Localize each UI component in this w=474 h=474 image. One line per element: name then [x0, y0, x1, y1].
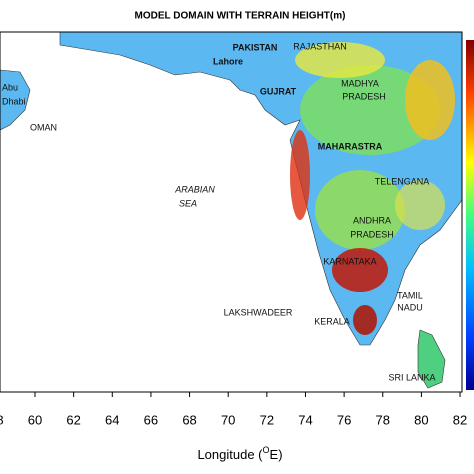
- x-tick-label: 82: [453, 412, 467, 427]
- sri-lanka: [417, 329, 446, 389]
- place-label: PRADESH: [342, 91, 386, 101]
- place-label: TAMIL: [397, 290, 423, 300]
- map-frame: [0, 31, 463, 393]
- x-tick-label: 78: [376, 412, 390, 427]
- place-label: OMAN: [30, 122, 57, 132]
- map-title: MODEL DOMAIN WITH TERRAIN HEIGHT(m): [135, 11, 346, 22]
- x-tick-label: 66: [144, 412, 158, 427]
- terrain-red: [290, 130, 310, 220]
- place-label: MAHARASTRA: [318, 141, 383, 151]
- terrain-green: [300, 65, 440, 155]
- x-tick-label: 76: [337, 412, 351, 427]
- place-label: ARABIAN: [174, 184, 215, 194]
- place-label: TELENGANA: [375, 176, 430, 186]
- terrain-yellow: [405, 60, 455, 140]
- x-tick-label: 72: [260, 412, 274, 427]
- x-tick-label: 68: [182, 412, 196, 427]
- x-tick-label: 64: [105, 412, 119, 427]
- label-end: E): [270, 447, 283, 462]
- terrain-yellow: [295, 42, 385, 78]
- terrain-yellow: [395, 180, 445, 230]
- x-tick-label: 80: [414, 412, 428, 427]
- place-label: PRADESH: [350, 229, 394, 239]
- x-tick-label: 70: [221, 412, 235, 427]
- place-label: Lahore: [213, 56, 243, 66]
- x-tick-label: 58: [0, 412, 4, 427]
- x-tick-label: 62: [66, 412, 80, 427]
- place-label: ANDHRA: [353, 215, 391, 225]
- colorbar: [466, 40, 474, 390]
- place-label: KARNATAKA: [323, 256, 376, 266]
- place-label: Abu: [2, 82, 18, 92]
- label-sup: O: [263, 445, 270, 455]
- place-label: NADU: [397, 302, 423, 312]
- place-label: RAJASTHAN: [293, 41, 347, 51]
- oman: [0, 69, 31, 131]
- terrain-red: [332, 248, 388, 292]
- terrain: [0, 32, 462, 389]
- place-label: MADHYA: [341, 78, 379, 88]
- place-label: LAKSHWADEER: [224, 307, 293, 317]
- place-label: PAKISTAN: [233, 42, 278, 52]
- label-start: Longitude (: [197, 447, 263, 462]
- x-tick-label: 74: [298, 412, 312, 427]
- place-label: KERALA: [314, 316, 350, 326]
- place-label: GUJRAT: [260, 86, 297, 96]
- place-label: SRI LANKA: [388, 372, 435, 382]
- terrain-red: [353, 305, 377, 335]
- x-axis-label: Longitude (OE): [197, 445, 282, 462]
- terrain-green: [315, 170, 405, 250]
- place-label: Dhabi: [2, 96, 26, 106]
- x-tick-label: 60: [28, 412, 42, 427]
- place-label: SEA: [179, 198, 197, 208]
